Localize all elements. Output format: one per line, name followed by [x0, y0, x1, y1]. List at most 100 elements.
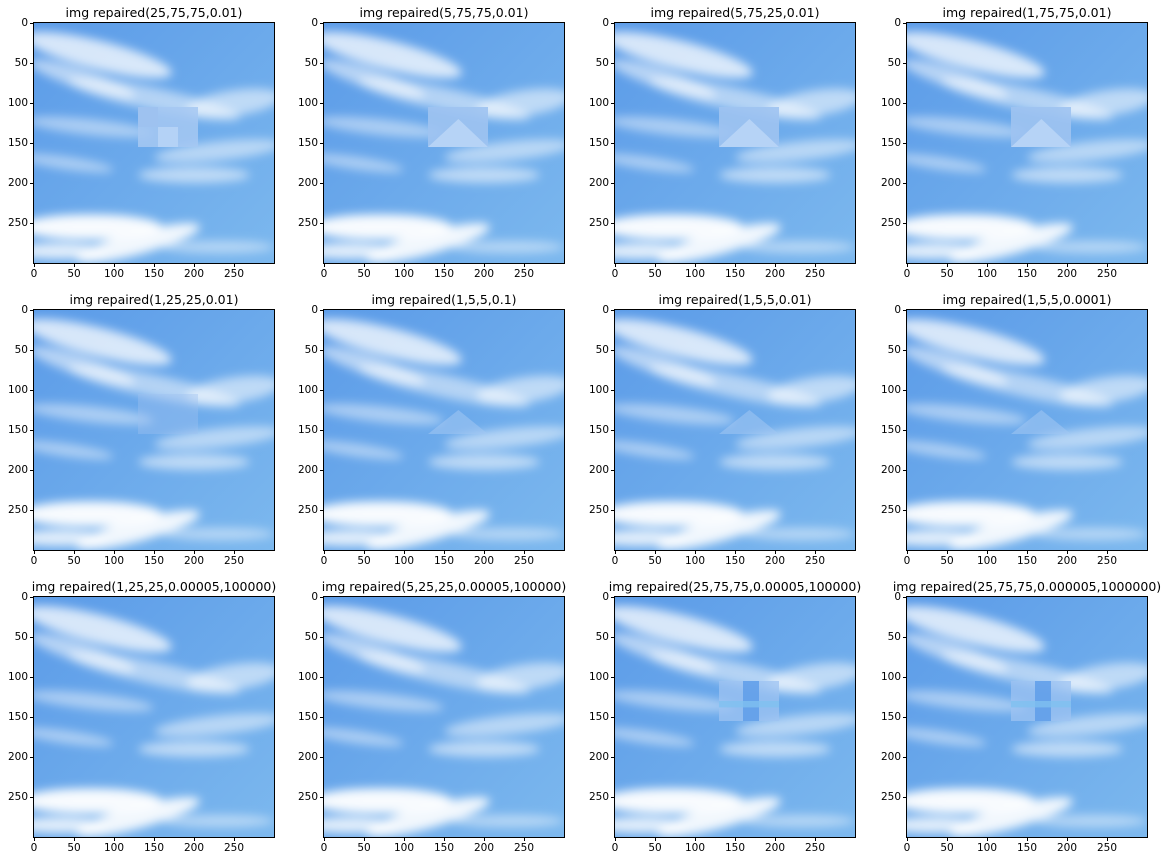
- x-tick-mark: [815, 550, 816, 554]
- y-tick-mark: [320, 350, 324, 351]
- image-panel: [906, 22, 1148, 264]
- x-tick-label: 0: [320, 268, 328, 280]
- panel-title: img repaired(1,5,5,0.0001): [942, 292, 1112, 307]
- x-tick-label: 150: [1016, 555, 1038, 567]
- x-tick-label: 100: [684, 555, 706, 567]
- y-tick-mark: [30, 757, 34, 758]
- y-tick-label: 250: [297, 504, 318, 516]
- y-tick-label: 250: [297, 791, 318, 803]
- x-tick-label: 0: [30, 555, 38, 567]
- x-tick-label: 100: [976, 555, 998, 567]
- panel-title: img repaired(25,75,75,0.000005,1000000): [892, 579, 1161, 594]
- x-tick-label: 200: [183, 268, 205, 280]
- x-tick-mark: [735, 263, 736, 267]
- x-tick-label: 150: [724, 555, 746, 567]
- y-tick-label: 100: [588, 671, 609, 683]
- y-tick-mark: [611, 63, 615, 64]
- y-tick-mark: [611, 757, 615, 758]
- y-tick-label: 200: [588, 751, 609, 763]
- x-tick-mark: [34, 837, 35, 841]
- x-tick-mark: [1027, 550, 1028, 554]
- sky-image: [907, 310, 1147, 550]
- y-tick-label: 250: [588, 504, 609, 516]
- x-tick-label: 100: [393, 268, 415, 280]
- y-tick-label: 150: [7, 711, 28, 723]
- x-tick-mark: [524, 550, 525, 554]
- y-tick-mark: [611, 597, 615, 598]
- y-tick-mark: [30, 350, 34, 351]
- x-tick-label: 0: [903, 842, 911, 854]
- x-tick-label: 150: [143, 268, 165, 280]
- x-tick-mark: [524, 837, 525, 841]
- y-tick-label: 250: [880, 791, 901, 803]
- x-tick-mark: [987, 263, 988, 267]
- y-tick-mark: [903, 310, 907, 311]
- y-tick-mark: [903, 797, 907, 798]
- y-tick-label: 100: [297, 384, 318, 396]
- sky-image: [615, 23, 855, 263]
- y-tick-label: 250: [297, 217, 318, 229]
- x-tick-mark: [234, 550, 235, 554]
- x-tick-label: 200: [1056, 268, 1078, 280]
- panel-title: img repaired(5,75,25,0.01): [650, 5, 820, 20]
- x-tick-mark: [404, 550, 405, 554]
- panel-title: img repaired(1,5,5,0.1): [371, 292, 517, 307]
- image-panel: [323, 22, 565, 264]
- y-tick-label: 200: [7, 177, 28, 189]
- y-tick-label: 0: [311, 17, 318, 29]
- y-tick-label: 50: [595, 631, 609, 643]
- sky-image: [615, 310, 855, 550]
- y-tick-label: 200: [297, 751, 318, 763]
- x-tick-label: 100: [103, 555, 125, 567]
- x-tick-mark: [114, 550, 115, 554]
- x-tick-label: 0: [320, 555, 328, 567]
- x-tick-mark: [154, 837, 155, 841]
- x-tick-label: 50: [357, 842, 371, 854]
- x-tick-mark: [815, 837, 816, 841]
- y-tick-label: 150: [880, 137, 901, 149]
- y-tick-mark: [611, 677, 615, 678]
- x-tick-label: 200: [1056, 842, 1078, 854]
- y-tick-label: 100: [7, 671, 28, 683]
- y-tick-label: 50: [595, 57, 609, 69]
- x-tick-mark: [655, 550, 656, 554]
- image-panel: [323, 309, 565, 551]
- y-tick-label: 150: [7, 137, 28, 149]
- x-tick-label: 250: [1096, 555, 1118, 567]
- y-tick-label: 50: [14, 631, 28, 643]
- x-tick-mark: [114, 263, 115, 267]
- y-tick-label: 50: [304, 344, 318, 356]
- y-tick-mark: [30, 223, 34, 224]
- x-tick-mark: [775, 837, 776, 841]
- x-tick-mark: [1107, 263, 1108, 267]
- x-tick-mark: [364, 263, 365, 267]
- y-tick-mark: [903, 223, 907, 224]
- y-tick-label: 0: [602, 304, 609, 316]
- y-tick-mark: [320, 470, 324, 471]
- x-tick-label: 50: [357, 268, 371, 280]
- y-tick-label: 200: [297, 177, 318, 189]
- x-tick-label: 0: [903, 268, 911, 280]
- y-tick-mark: [30, 310, 34, 311]
- y-tick-label: 100: [880, 97, 901, 109]
- x-tick-mark: [114, 837, 115, 841]
- sky-image: [324, 597, 564, 837]
- x-tick-label: 250: [804, 842, 826, 854]
- x-tick-label: 250: [804, 268, 826, 280]
- image-panel: [614, 22, 856, 264]
- y-tick-label: 250: [7, 217, 28, 229]
- y-tick-mark: [611, 637, 615, 638]
- x-tick-mark: [947, 837, 948, 841]
- sky-image: [907, 23, 1147, 263]
- x-tick-label: 200: [473, 555, 495, 567]
- x-tick-mark: [484, 263, 485, 267]
- x-tick-mark: [324, 550, 325, 554]
- y-tick-label: 250: [588, 217, 609, 229]
- y-tick-mark: [320, 717, 324, 718]
- x-tick-label: 50: [67, 842, 81, 854]
- x-tick-mark: [775, 263, 776, 267]
- x-tick-mark: [695, 837, 696, 841]
- y-tick-label: 150: [297, 711, 318, 723]
- y-tick-mark: [611, 310, 615, 311]
- x-tick-label: 200: [1056, 555, 1078, 567]
